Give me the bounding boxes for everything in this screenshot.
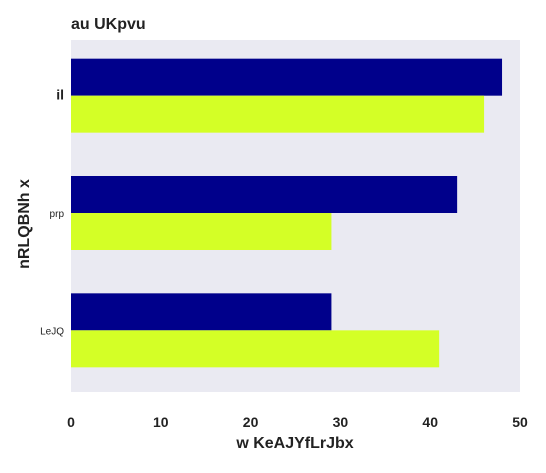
x-tick-label: 0 [67, 414, 75, 430]
x-tick-labels: 0 10 20 30 40 50 [67, 414, 528, 430]
x-tick-label: 50 [512, 414, 528, 430]
x-tick-label: 10 [153, 414, 169, 430]
y-axis-label: nRLQBNh x [16, 179, 33, 269]
bars-group [71, 58, 503, 368]
chart-title: au UKpvu [71, 16, 146, 33]
bar-il-series-2 [71, 95, 485, 133]
y-tick-labels: il prp LeJQ [40, 87, 64, 338]
x-tick-label: 40 [422, 414, 438, 430]
y-tick-label: il [56, 87, 64, 103]
bar-prp-series-2 [71, 213, 332, 250]
bar-prp-series-1 [71, 176, 458, 213]
bar-LeJQ-series-2 [71, 330, 440, 368]
bar-il-series-1 [71, 58, 503, 96]
y-tick-label: LeJQ [40, 326, 64, 337]
x-axis-label: w KeAJYfLrJbx [235, 435, 353, 452]
x-tick-label: 20 [243, 414, 259, 430]
bar-LeJQ-series-1 [71, 293, 332, 331]
x-tick-label: 30 [333, 414, 349, 430]
y-tick-label: prp [50, 209, 65, 220]
